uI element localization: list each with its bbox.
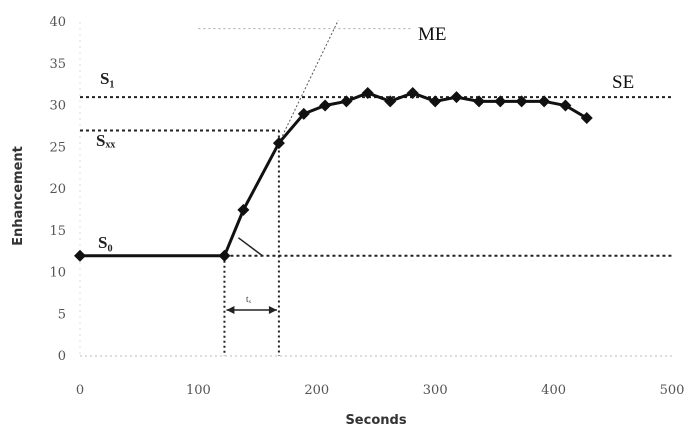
data-point: [538, 95, 551, 108]
data-point: [272, 137, 285, 150]
data-point: [237, 203, 250, 216]
x-axis-title: Seconds: [345, 413, 406, 428]
data-point: [429, 95, 442, 108]
data-point: [406, 86, 419, 99]
data-point: [515, 95, 528, 108]
series-line: [80, 91, 588, 258]
annotation-me: ME: [418, 24, 447, 45]
data-point: [450, 91, 463, 104]
data-point: [319, 99, 332, 112]
y-tick-labels: 0 5 10 15 20 25 30 35 40: [49, 15, 66, 364]
data-point: [559, 99, 572, 112]
y-tick-label: 20: [49, 182, 66, 197]
y-tick-label: 5: [58, 307, 66, 322]
annotation-tx: tₓ: [246, 294, 252, 304]
tx-arrow-left-head: [226, 306, 235, 314]
y-axis-title: Enhancement: [11, 146, 26, 246]
data-point: [384, 95, 397, 108]
data-point: [297, 107, 310, 120]
y-tick-label: 15: [49, 224, 66, 239]
x-tick-label: 200: [304, 383, 329, 398]
annotation-s1: S₁: [100, 69, 115, 88]
annotation-sxx: Sₓₓ: [96, 131, 115, 150]
x-tick-label: 400: [541, 383, 566, 398]
x-tick-label: 100: [186, 383, 211, 398]
y-tick-label: 0: [58, 349, 66, 364]
y-tick-label: 10: [49, 266, 66, 281]
x-tick-label: 0: [76, 383, 84, 398]
angle-arc-marker: [237, 237, 263, 257]
tx-arrow-right-head: [268, 306, 277, 314]
data-point: [473, 95, 486, 108]
x-tick-label: 500: [660, 383, 685, 398]
data-series: [74, 86, 593, 262]
x-tick-label: 300: [423, 383, 448, 398]
data-point: [340, 95, 353, 108]
annotation-se: SE: [612, 72, 634, 93]
y-tick-label: 40: [49, 15, 66, 30]
data-point: [580, 112, 593, 125]
y-tick-label: 35: [49, 57, 66, 72]
data-point: [361, 86, 374, 99]
y-tick-label: 25: [49, 140, 66, 155]
data-point: [218, 249, 231, 262]
data-point: [74, 249, 86, 262]
data-point: [494, 95, 507, 108]
y-tick-label: 30: [49, 99, 66, 114]
tangent-slope-line: [278, 20, 339, 144]
reference-lines: [80, 20, 672, 356]
annotation-s0: S₀: [98, 233, 113, 252]
x-tick-labels: 0 100 200 300 400 500: [76, 383, 685, 398]
